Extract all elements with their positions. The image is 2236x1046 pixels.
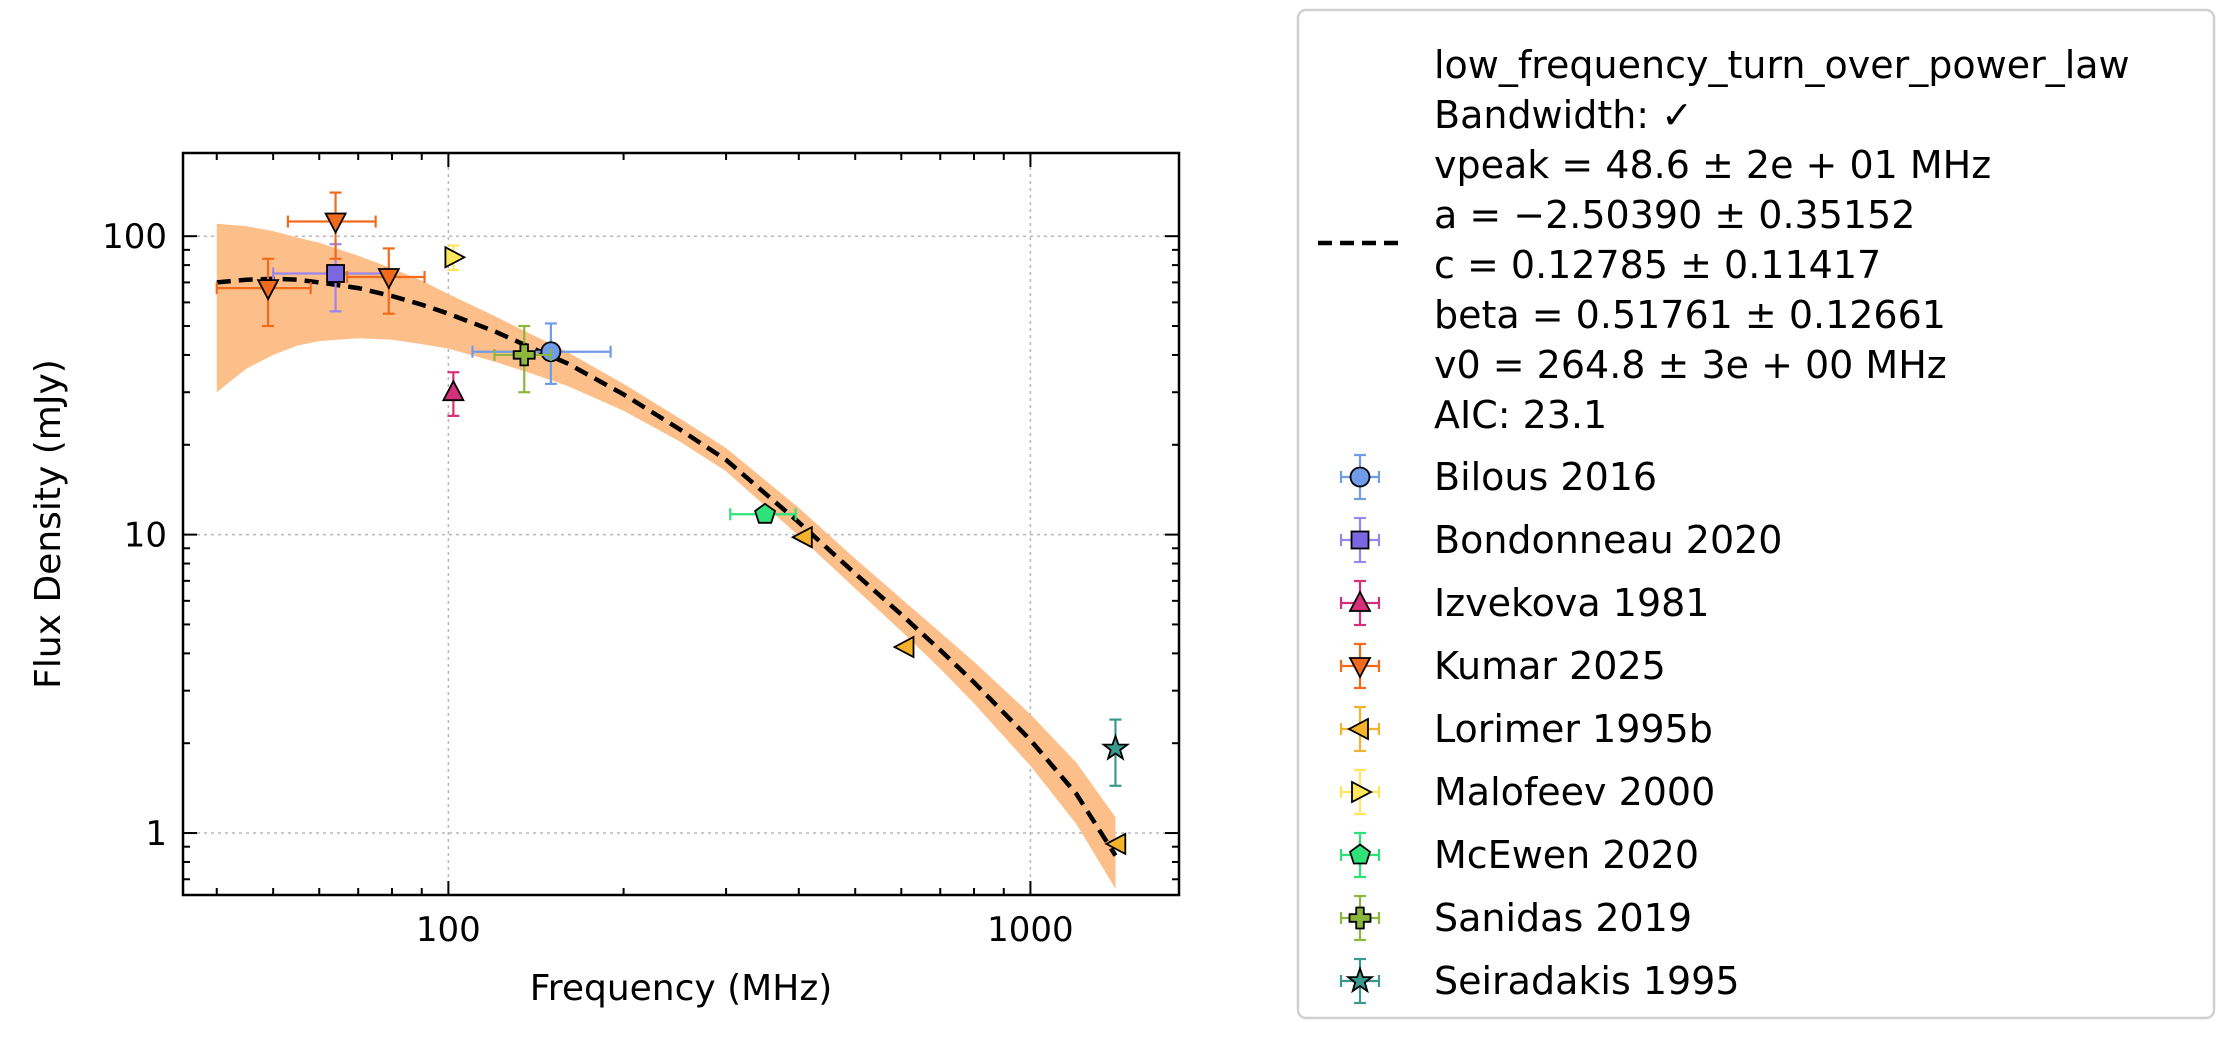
x-axis-label: Frequency (MHz) [530, 968, 833, 1009]
plot-frame [181, 151, 1181, 897]
legend-label: Sanidas 2019 [1434, 896, 1692, 940]
data-point-kumar-2025 [215, 257, 312, 328]
legend-fit-line: vpeak = 48.6 ± 2e + 01 MHz [1434, 143, 1991, 187]
legend-fit-line: v0 = 264.8 ± 3e + 00 MHz [1434, 343, 1947, 387]
legend-label: Malofeev 2000 [1434, 770, 1715, 814]
data-point-mcewen-2020 [729, 502, 797, 524]
legend-label: Kumar 2025 [1434, 644, 1666, 688]
legend-marker [1339, 516, 1381, 564]
legend-frame [1296, 8, 2216, 1020]
legend-marker [1339, 642, 1381, 690]
legend-item-sanidas-2019: Sanidas 2019 [1339, 894, 1692, 942]
legend-marker [1339, 894, 1381, 942]
data-point-kumar-2025 [346, 247, 426, 315]
legend-marker [1339, 705, 1381, 753]
legend: low_frequency_turn_over_power_law Bandwid… [1296, 8, 2216, 1020]
data-point-izvekova-1981 [441, 371, 465, 417]
legend-marker [1339, 579, 1381, 627]
y-tick-label: 1 [145, 814, 167, 854]
legend-label: Bondonneau 2020 [1434, 518, 1782, 562]
grid [183, 153, 1179, 895]
data-point-sanidas-2019 [493, 324, 552, 394]
data-point-kumar-2025 [286, 191, 377, 260]
data-point-lorimer-1995b [790, 525, 813, 549]
data-point-lorimer-1995b [1104, 832, 1127, 856]
legend-marker [1339, 957, 1381, 1005]
legend-item-izvekova-1981: Izvekova 1981 [1339, 579, 1709, 627]
legend-item-bondonneau-2020: Bondonneau 2020 [1339, 516, 1782, 564]
legend-fit-line: a = −2.50390 ± 0.35152 [1434, 193, 1915, 237]
legend-label: Izvekova 1981 [1434, 581, 1709, 625]
fit-uncertainty-band [216, 223, 1116, 889]
legend-item-seiradakis-1995: Seiradakis 1995 [1339, 957, 1740, 1005]
legend-item-kumar-2025: Kumar 2025 [1339, 642, 1666, 690]
data-point-lorimer-1995b [892, 635, 915, 659]
x-tick-label: 1000 [987, 910, 1074, 950]
axis-ticks: 100 1000 1 10 100 [102, 153, 1179, 950]
legend-fit-line: beta = 0.51761 ± 0.12661 [1434, 293, 1946, 337]
y-tick-label: 10 [124, 516, 167, 556]
legend-label: Seiradakis 1995 [1434, 959, 1740, 1003]
data-point-malofeev-2000 [444, 244, 467, 272]
legend-item-malofeev-2000: Malofeev 2000 [1339, 768, 1715, 816]
y-axis-label: Flux Density (mJy) [28, 359, 69, 689]
legend-item-mcewen-2020: McEwen 2020 [1339, 831, 1699, 879]
legend-fit-line: AIC: 23.1 [1434, 393, 1607, 437]
legend-label: Bilous 2016 [1434, 455, 1657, 499]
data-point-seiradakis-1995 [1100, 718, 1131, 787]
legend-marker [1339, 768, 1381, 816]
legend-marker [1339, 831, 1381, 879]
legend-item-bilous-2016: Bilous 2016 [1339, 453, 1657, 501]
legend-marker [1339, 453, 1381, 501]
legend-fit-line: low_frequency_turn_over_power_law [1434, 43, 2130, 87]
legend-label: McEwen 2020 [1434, 833, 1699, 877]
legend-fit-line: c = 0.12785 ± 0.11417 [1434, 243, 1881, 287]
legend-label: Lorimer 1995b [1434, 707, 1713, 751]
legend-item-lorimer-1995b: Lorimer 1995b [1339, 705, 1713, 753]
y-tick-label: 100 [102, 217, 167, 257]
legend-fit-line: Bandwidth: ✓ [1434, 93, 1693, 137]
fit-curve [216, 276, 1118, 857]
x-tick-label: 100 [416, 910, 481, 950]
